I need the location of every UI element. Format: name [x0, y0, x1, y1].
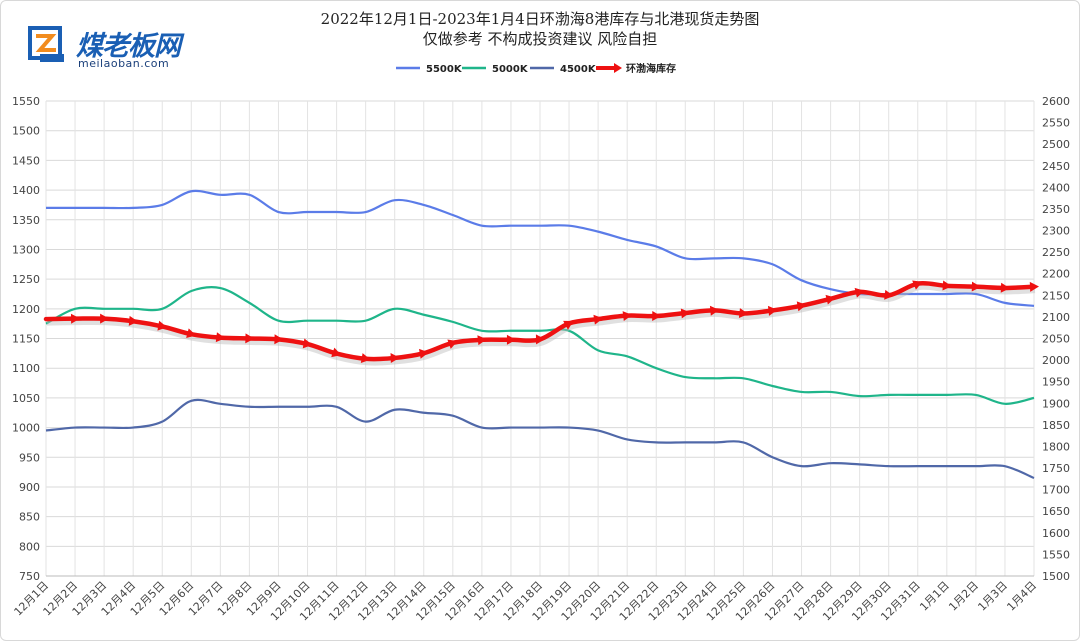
series-point-arrow [506, 334, 516, 345]
right-axis-tick-label: 1600 [1042, 527, 1070, 540]
right-axis-tick-label: 2000 [1042, 354, 1070, 367]
right-axis-tick-label: 1500 [1042, 570, 1070, 583]
left-axis-tick-label: 1200 [12, 303, 40, 316]
right-axis-tick-label: 2050 [1042, 333, 1070, 346]
right-axis-tick-label: 1900 [1042, 397, 1070, 410]
series-lines [43, 189, 1039, 480]
brand-logo: 煤老板网 meilaoban.com [26, 24, 226, 70]
series-point-arrow [767, 305, 778, 316]
series-point-arrow [390, 353, 400, 364]
legend-label: 4500K [560, 64, 597, 75]
right-axis-tick-label: 2200 [1042, 268, 1070, 281]
series-point-arrow [738, 308, 749, 319]
series-point-arrow [1029, 281, 1039, 292]
series-line-5000k [45, 286, 1035, 405]
brand-url: meilaoban.com [78, 57, 170, 70]
left-axis-tick-label: 1050 [12, 392, 40, 405]
left-axis-tick-label: 1500 [12, 125, 40, 138]
series-point-arrow [302, 338, 313, 349]
x-axis-tick-label: 1月1日 [917, 579, 952, 614]
left-axis-tick-label: 1400 [12, 184, 40, 197]
right-axis-tick-label: 1800 [1042, 440, 1070, 453]
left-axis-tick-label: 750 [19, 570, 40, 583]
left-axis-tick-label: 1300 [12, 243, 40, 256]
x-axis-tick-label: 1月4日 [1004, 579, 1039, 614]
right-axis-tick-label: 2300 [1042, 225, 1070, 238]
series-point-arrow [796, 301, 807, 312]
left-axis-tick-label: 1450 [12, 154, 40, 167]
series-shadow [46, 282, 1036, 366]
right-axis-tick-label: 2150 [1042, 289, 1070, 302]
right-axis-tick-label: 2500 [1042, 138, 1070, 151]
left-axis-tick-label: 1550 [12, 95, 40, 108]
right-axis-tick-label: 2100 [1042, 311, 1070, 324]
series-point-arrow [971, 281, 981, 292]
series-point-arrow [825, 294, 836, 305]
left-axis-tick-label: 1150 [12, 333, 40, 346]
series-point-arrow [622, 311, 633, 322]
logo-mark-icon [28, 26, 64, 62]
legend-label: 5500K [426, 64, 463, 75]
right-axis-tick-label: 1750 [1042, 462, 1070, 475]
right-axis-tick-label: 2550 [1042, 117, 1070, 130]
legend-arrow-icon [614, 63, 622, 73]
series-point-arrow [128, 315, 139, 326]
series-point-arrow [100, 313, 110, 324]
series-point-arrow [157, 320, 168, 331]
right-axis-tick-label: 1700 [1042, 484, 1070, 497]
legend: 5500K 5000K 4500K 环渤海库存 [396, 62, 676, 75]
chart-subtitle: 仅做参考 不构成投资建议 风险自担 [422, 30, 658, 48]
series-point-arrow [245, 333, 255, 344]
legend-label: 环渤海库存 [626, 62, 676, 75]
left-axis-tick-label: 900 [19, 481, 40, 494]
left-axis-tick-label: 850 [19, 511, 40, 524]
left-axis-tick-label: 1100 [12, 362, 40, 375]
left-axis-tick-label: 800 [19, 540, 40, 553]
right-axis-tick-label: 2600 [1042, 95, 1070, 108]
series-point-arrow [360, 353, 371, 364]
right-axis-tick-label: 2400 [1042, 181, 1070, 194]
series-point-arrow [535, 334, 545, 345]
grid-lines [45, 100, 1035, 577]
right-axis-tick-label: 2250 [1042, 246, 1070, 259]
series-point-arrow [884, 289, 894, 300]
right-axis-tick-label: 2350 [1042, 203, 1070, 216]
series-point-arrow [274, 334, 284, 345]
left-axis-tick-label: 1250 [12, 273, 40, 286]
axes: 750 800 850 900 950 1000 1050 1100 1150 1200 1250 1… [12, 95, 1070, 623]
x-axis-tick-label: 1月2日 [946, 579, 981, 614]
series-point-arrow [854, 287, 865, 298]
series-point-arrow [1000, 282, 1010, 293]
left-axis-tick-label: 1350 [12, 214, 40, 227]
series-point-arrow [593, 314, 604, 325]
series-point-arrow [942, 280, 952, 291]
x-axis-tick-label: 1月3日 [975, 579, 1010, 614]
right-axis-tick-label: 1950 [1042, 376, 1070, 389]
left-axis-tick-label: 1000 [12, 422, 40, 435]
series-point-arrow [652, 310, 662, 321]
legend-label: 5000K [492, 64, 529, 75]
series-point-arrow [912, 280, 923, 290]
right-axis-tick-label: 1650 [1042, 505, 1070, 518]
series-point-arrow [186, 328, 197, 338]
series-point-arrow [477, 335, 487, 346]
brand-name: 煤老板网 [76, 31, 181, 62]
series-point-arrow [680, 308, 691, 319]
left-axis-tick-label: 950 [19, 451, 40, 464]
chart-title: 2022年12月1日-2023年1月4日环渤海8港库存与北港现货走势图 [320, 10, 760, 28]
series-line-4500k [45, 398, 1035, 480]
series-point-arrow [70, 313, 81, 324]
series-point-arrow [419, 348, 429, 359]
series-point-arrow [447, 339, 458, 349]
series-point-arrow [331, 347, 342, 358]
series-point-arrow [215, 332, 226, 343]
right-axis-tick-label: 1550 [1042, 548, 1070, 561]
series-point-arrow [709, 305, 720, 316]
right-axis-tick-label: 2450 [1042, 160, 1070, 173]
right-axis-tick-label: 1850 [1042, 419, 1070, 432]
series-point-arrow [563, 320, 574, 330]
